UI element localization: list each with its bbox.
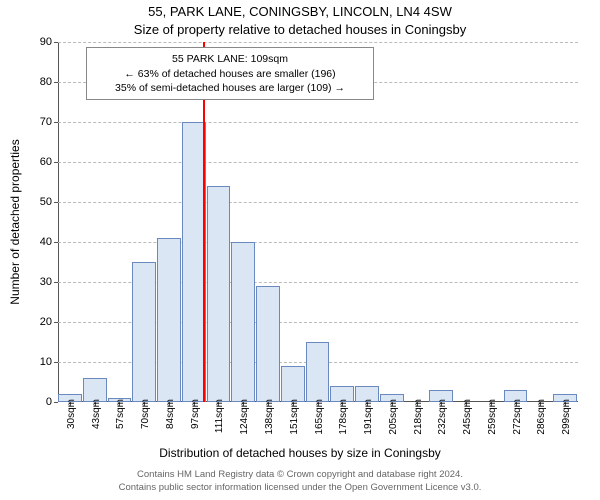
x-tick-label: 30sqm [66, 399, 77, 429]
gridline [58, 162, 578, 163]
x-tick-label: 151sqm [289, 399, 300, 435]
histogram-bar [132, 262, 156, 402]
histogram-bar [256, 286, 280, 402]
x-tick-label: 205sqm [388, 399, 399, 435]
y-tick-mark [54, 282, 58, 283]
gridline [58, 202, 578, 203]
y-tick-label: 50 [26, 196, 52, 208]
histogram-bar [157, 238, 181, 402]
chart-title-sub: Size of property relative to detached ho… [0, 22, 600, 37]
x-tick-label: 43sqm [91, 399, 102, 429]
y-axis-line [58, 42, 59, 402]
x-tick-label: 259sqm [487, 399, 498, 435]
x-tick-label: 165sqm [314, 399, 325, 435]
y-tick-mark [54, 82, 58, 83]
histogram-bar [207, 186, 231, 402]
y-axis-title: Number of detached properties [8, 139, 22, 304]
x-tick-label: 138sqm [264, 399, 275, 435]
x-tick-label: 299sqm [561, 399, 572, 435]
y-tick-label: 0 [26, 396, 52, 408]
y-tick-mark [54, 42, 58, 43]
y-tick-label: 90 [26, 36, 52, 48]
histogram-bar [306, 342, 330, 402]
annotation-line-1: 55 PARK LANE: 109sqm [172, 53, 288, 65]
y-tick-mark [54, 362, 58, 363]
histogram-bar [281, 366, 305, 402]
y-tick-label: 10 [26, 356, 52, 368]
x-tick-label: 124sqm [239, 399, 250, 435]
credit-line-1: Contains HM Land Registry data © Crown c… [137, 469, 463, 480]
annotation-box: 55 PARK LANE: 109sqm ← 63% of detached ho… [86, 47, 374, 100]
y-tick-mark [54, 202, 58, 203]
y-tick-mark [54, 122, 58, 123]
x-tick-label: 245sqm [462, 399, 473, 435]
y-tick-label: 20 [26, 316, 52, 328]
y-tick-mark [54, 162, 58, 163]
histogram-bar [231, 242, 255, 402]
gridline [58, 242, 578, 243]
y-tick-mark [54, 242, 58, 243]
gridline [58, 42, 578, 43]
x-tick-label: 84sqm [165, 399, 176, 429]
y-tick-label: 80 [26, 76, 52, 88]
x-tick-label: 178sqm [338, 399, 349, 435]
x-tick-label: 191sqm [363, 399, 374, 435]
x-tick-label: 232sqm [437, 399, 448, 435]
x-tick-label: 111sqm [214, 399, 225, 433]
x-tick-label: 70sqm [140, 399, 151, 429]
annotation-line-2: ← 63% of detached houses are smaller (19… [124, 68, 335, 80]
x-tick-label: 218sqm [413, 399, 424, 435]
y-tick-label: 60 [26, 156, 52, 168]
x-tick-label: 57sqm [115, 399, 126, 429]
y-tick-mark [54, 322, 58, 323]
y-tick-label: 30 [26, 276, 52, 288]
x-axis-title: Distribution of detached houses by size … [0, 446, 600, 460]
y-tick-label: 40 [26, 236, 52, 248]
x-tick-label: 286sqm [536, 399, 547, 435]
y-tick-mark [54, 402, 58, 403]
credit-line-2: Contains public sector information licen… [119, 482, 482, 493]
x-tick-label: 272sqm [512, 399, 523, 435]
annotation-line-3: 35% of semi-detached houses are larger (… [115, 82, 345, 94]
credit-text: Contains HM Land Registry data © Crown c… [0, 469, 600, 494]
chart-title-main: 55, PARK LANE, CONINGSBY, LINCOLN, LN4 4… [0, 4, 600, 19]
y-tick-label: 70 [26, 116, 52, 128]
x-tick-label: 97sqm [190, 399, 201, 429]
gridline [58, 122, 578, 123]
histogram-plot: 010203040506070809030sqm43sqm57sqm70sqm8… [58, 42, 578, 402]
